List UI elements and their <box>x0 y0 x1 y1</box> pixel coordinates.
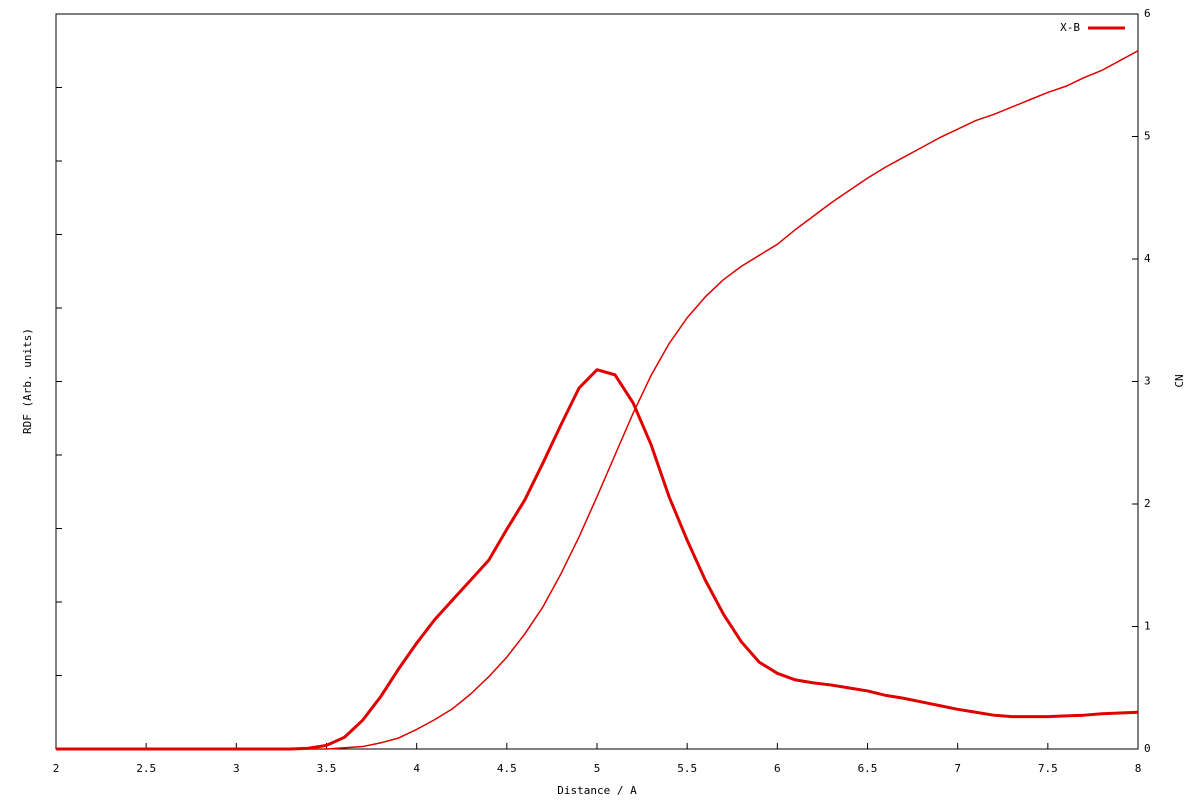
y-axis-label: RDF (Arb. units) <box>21 328 34 434</box>
x-tick-label: 6.5 <box>858 762 878 775</box>
x-tick-label: 2 <box>53 762 60 775</box>
x-tick-label: 7.5 <box>1038 762 1058 775</box>
plot-frame <box>55 13 1139 750</box>
y2-tick-label: 6 <box>1144 7 1151 20</box>
x-tick-label: 4 <box>413 762 420 775</box>
x-axis-label: Distance / A <box>557 784 637 797</box>
series-line <box>56 50 1139 750</box>
x-tick-label: 5.5 <box>677 762 697 775</box>
y2-tick-label: 4 <box>1144 252 1151 265</box>
y2-tick-label: 3 <box>1144 375 1151 388</box>
x-tick-label: 5 <box>594 762 601 775</box>
x-tick-label: 3 <box>233 762 240 775</box>
x-tick-label: 7 <box>954 762 961 775</box>
x-tick-label: 2.5 <box>136 762 156 775</box>
legend-label: X-B <box>1060 21 1080 34</box>
y2-tick-label: 5 <box>1144 130 1151 143</box>
x-tick-label: 3.5 <box>317 762 337 775</box>
y2-axis-label: CN <box>1173 374 1186 387</box>
y2-tick-label: 2 <box>1144 497 1151 510</box>
x-tick-label: 8 <box>1135 762 1142 775</box>
x-tick-label: 6 <box>774 762 781 775</box>
y2-tick-label: 0 <box>1144 742 1151 755</box>
series-line <box>56 368 1139 751</box>
x-tick-label: 4.5 <box>497 762 517 775</box>
y2-tick-label: 1 <box>1144 620 1151 633</box>
